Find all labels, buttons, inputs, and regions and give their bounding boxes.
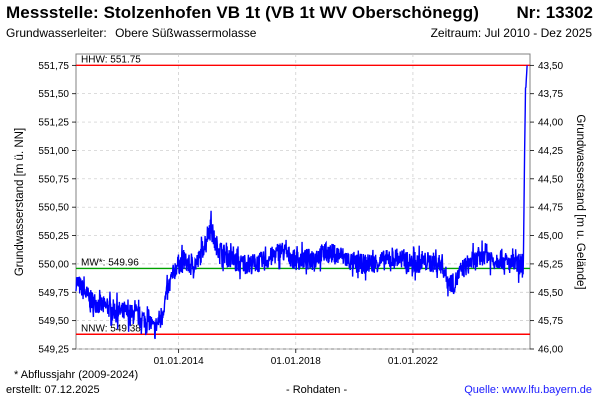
data-type-label: - Rohdaten - bbox=[286, 384, 348, 396]
series-line-groundwater-level bbox=[75, 65, 528, 340]
left-tick-label: 550,00 bbox=[38, 259, 69, 270]
x-tick-label: 01.01.2014 bbox=[154, 356, 204, 367]
reference-line-label: NNW: 549.38 bbox=[81, 323, 141, 334]
right-tick-label: 45,75 bbox=[538, 316, 563, 327]
left-tick-label: 551,50 bbox=[38, 89, 69, 100]
station-number: Nr: 13302 bbox=[516, 3, 593, 22]
left-axis-ticks: 549,25 549,50 549,75 550,00 550,25 550,50 550,… bbox=[38, 61, 76, 356]
left-axis-label: Grundwasserstand [m ü. NN] bbox=[14, 128, 26, 276]
right-tick-label: 44,25 bbox=[538, 146, 563, 157]
right-axis-ticks: 43,50 43,75 44,00 44,25 44,50 44,75 45,00 45,25… bbox=[530, 61, 563, 356]
right-tick-label: 46,00 bbox=[538, 345, 563, 356]
left-tick-label: 549,75 bbox=[38, 288, 69, 299]
right-tick-label: 44,00 bbox=[538, 118, 563, 129]
left-tick-label: 551,00 bbox=[38, 146, 69, 157]
left-tick-label: 551,75 bbox=[38, 61, 69, 72]
reference-line-label: MW*: 549.96 bbox=[81, 257, 139, 268]
page-title: Messstelle: Stolzenhofen VB 1t (VB 1t WV… bbox=[6, 3, 479, 22]
left-tick-label: 550,75 bbox=[38, 174, 69, 185]
right-tick-label: 44,50 bbox=[538, 174, 563, 185]
right-tick-label: 43,50 bbox=[538, 61, 563, 72]
reference-line-label: HHW: 551.75 bbox=[81, 54, 141, 65]
right-tick-label: 45,00 bbox=[538, 231, 563, 242]
x-tick-label: 01.01.2022 bbox=[388, 356, 438, 367]
aquifer-label: Grundwasserleiter: bbox=[6, 26, 107, 40]
left-tick-label: 549,25 bbox=[38, 345, 69, 356]
plot-frame bbox=[75, 53, 531, 350]
source-link[interactable]: Quelle: www.lfu.bayern.de bbox=[464, 384, 592, 396]
aquifer-value: Obere Süßwassermolasse bbox=[115, 26, 257, 40]
right-tick-label: 43,75 bbox=[538, 89, 563, 100]
left-tick-label: 549,50 bbox=[38, 316, 69, 327]
created-date: erstellt: 07.12.2025 bbox=[6, 384, 100, 396]
x-tick-label: 01.01.2018 bbox=[271, 356, 321, 367]
x-axis-ticks: 01.01.2014 01.01.2018 01.01.2022 bbox=[154, 349, 438, 367]
left-tick-label: 550,50 bbox=[38, 203, 69, 214]
right-tick-label: 44,75 bbox=[538, 203, 563, 214]
aquifer-info: Grundwasserleiter: Obere Süßwassermolass… bbox=[6, 26, 256, 40]
right-tick-label: 45,25 bbox=[538, 259, 563, 270]
left-tick-label: 551,25 bbox=[38, 118, 69, 129]
right-axis-label: Grundwasserstand [m u. Gelände] bbox=[574, 114, 586, 289]
reference-lines: HHW: 551.75 MW*: 549.96 NNW: 549.38 bbox=[76, 54, 530, 335]
period-label: Zeitraum: Jul 2010 - Dez 2025 bbox=[430, 26, 592, 40]
right-tick-label: 45,50 bbox=[538, 288, 563, 299]
footnote: * Abflussjahr (2009-2024) bbox=[14, 369, 139, 381]
left-tick-label: 550,25 bbox=[38, 231, 69, 242]
